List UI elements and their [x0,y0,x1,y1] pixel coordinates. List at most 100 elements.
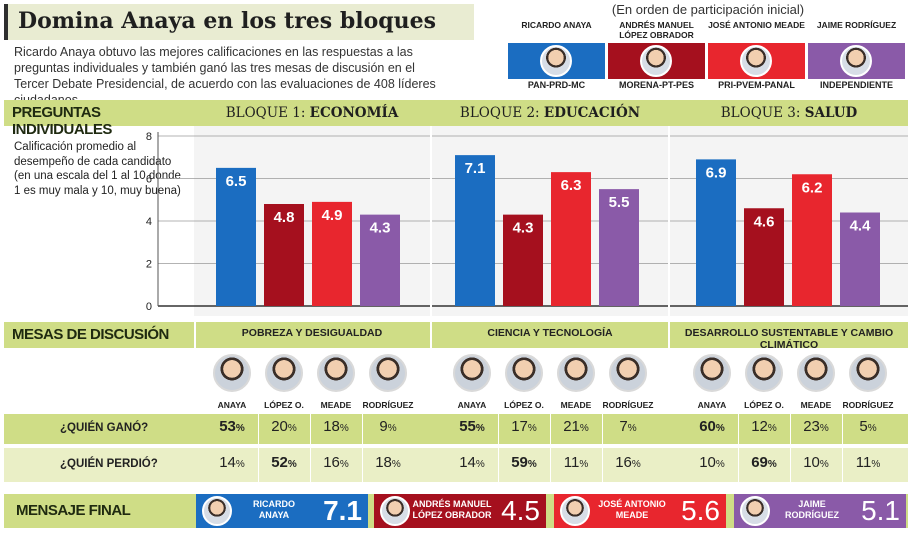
pct-gano: 55% [446,418,498,435]
candidate-short-name: LÓPEZ O. [264,400,304,410]
bar-value-label: 4.6 [754,213,775,230]
group-separator [668,126,670,316]
pct-value: 9 [379,418,388,435]
final-score: 7.1 [323,495,362,526]
column-separator [550,414,551,482]
pct-suffix: % [287,423,297,434]
bar-value-label: 4.3 [370,220,391,237]
bloque-topic: EDUCACIÓN [543,105,641,121]
pct-suffix: % [627,423,637,434]
y-tick-label: 4 [146,216,152,228]
final-name-line: MEADE [615,510,649,520]
final-name-line: RODRÍGUEZ [785,510,839,520]
candidate-short-name: LÓPEZ O. [504,400,544,410]
pct-value: 60 [699,418,716,435]
candidate-face-icon [505,354,543,392]
mesa-2-title: CIENCIA Y TECNOLOGÍA [487,327,613,339]
candidate-short-name: MEADE [320,400,352,410]
pct-suffix: % [867,423,877,434]
final-card-lopez: ANDRÉS MANUEL LÓPEZ OBRADOR 4.5 [374,494,546,528]
bloque-prefix: BLOQUE 1: [225,105,310,121]
bar [216,167,256,306]
candidate-face-icon [265,354,303,392]
pct-suffix: % [579,459,589,470]
candidate-party: MORENA-PT-PES [618,80,694,90]
pct-perdio: 18% [362,454,414,471]
bar [264,204,304,306]
final-name-line: ANDRÉS MANUEL [412,499,492,509]
final-card-anaya: RICARDO ANAYA 7.1 [196,494,368,528]
preguntas-header-bar [4,100,908,126]
divider [194,322,196,494]
candidate-face-icon [369,354,407,392]
pct-suffix: % [235,423,245,434]
pct-value: 69 [751,454,768,471]
pct-suffix: % [475,423,485,434]
pct-value: 21 [563,418,580,435]
pct-suffix: % [715,423,725,434]
pct-gano: 21% [550,418,602,435]
column-separator [362,414,363,482]
candidate-band [608,43,705,79]
candidate-short-name: ANAYA [697,400,727,410]
candidate-short-name: ANAYA [217,400,247,410]
candidate-photo [640,45,672,77]
pct-value: 16 [323,454,340,471]
pct-gano: 53% [206,418,258,435]
mesas-label: MESAS DE DISCUSIÓN [12,326,169,343]
final-photo [202,496,232,526]
column-separator [602,414,603,482]
pct-value: 20 [271,418,288,435]
pct-value: 23 [803,418,820,435]
row-perdio-label: ¿QUIÉN PERDIÓ? [60,458,158,470]
pct-value: 17 [511,418,528,435]
divider [668,322,670,494]
pct-suffix: % [527,423,537,434]
candidate-party: PRI-PVEM-PANAL [718,80,795,90]
bloque-prefix: BLOQUE 2: [459,105,544,121]
column-separator [738,414,739,482]
pct-perdio: 14% [446,454,498,471]
mesas-header-bar [4,322,908,348]
bloque-2-label: BLOQUE 2: EDUCACIÓN [432,100,668,126]
candidate-party: PAN-PRD-MC [527,80,586,90]
order-note: (En orden de participación inicial) [611,2,805,17]
pct-suffix: % [391,459,401,470]
pct-value: 5 [859,418,868,435]
pct-suffix: % [475,459,485,470]
candidate-short-name: ANAYA [457,400,487,410]
candidate-band [708,43,805,79]
bar [744,208,784,306]
y-tick-label: 6 [146,174,152,186]
final-name-line: JOSÉ ANTONIO [598,499,666,509]
candidate-card-rodriguez: JAIME RODRÍGUEZ INDEPENDIENTE [808,18,905,94]
row-perdio-band [4,448,908,482]
pct-suffix: % [631,459,641,470]
pct-value: 11 [855,454,872,471]
pct-suffix: % [339,423,349,434]
candidate-short-name: RODRÍGUEZ [602,400,654,410]
pct-suffix: % [287,459,297,470]
pct-gano: 18% [310,418,362,435]
final-score: 4.5 [501,495,540,526]
pct-suffix: % [235,459,245,470]
bar-chart: 0 2 4 6 8 6.5 4.8 4.9 4.3 7.1 4.3 6.3 5.5 6.9 4.6 6.2 4.… [146,126,908,316]
column-separator [498,414,499,482]
candidate-short-name: MEADE [800,400,832,410]
pct-perdio: 11% [842,454,894,471]
candidate-short-name: RODRÍGUEZ [842,400,894,410]
final-name-line: LÓPEZ OBRADOR [412,510,492,520]
pct-suffix: % [339,459,349,470]
pct-value: 53 [219,418,236,435]
final-card-rodriguez: JAIME RODRÍGUEZ 5.1 [734,494,906,528]
candidate-band [508,43,605,79]
pct-suffix: % [715,459,725,470]
page-title: Domina Anaya en los tres bloques [18,8,437,34]
pct-gano: 23% [790,418,842,435]
final-photo [380,496,410,526]
final-photo [740,496,770,526]
pct-value: 10 [803,454,820,471]
pct-perdio: 52% [258,454,310,471]
pct-perdio: 69% [738,454,790,471]
candidate-card-lopez: ANDRÉS MANUEL LÓPEZ OBRADOR MORENA-PT-PE… [608,18,705,94]
